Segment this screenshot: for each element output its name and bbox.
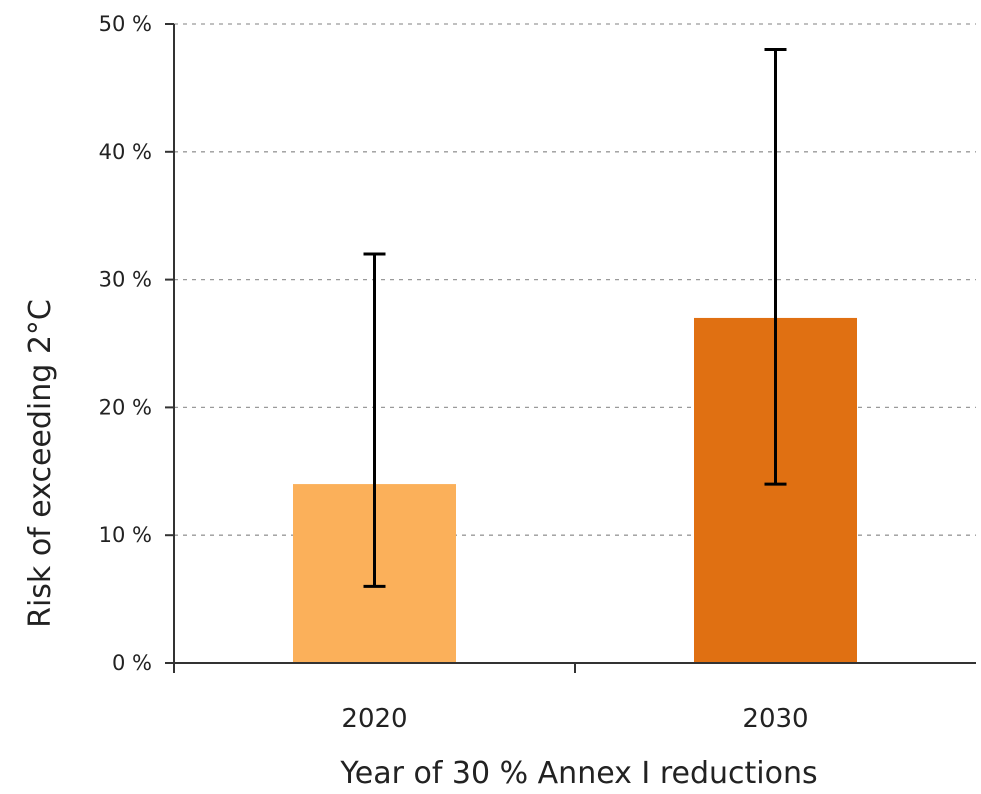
y-tick-label: 40 % [99,140,152,164]
x-tick-label: 2020 [341,704,407,734]
y-axis-title: Risk of exceeding 2°C [23,299,58,628]
y-tick-label: 10 % [99,523,152,547]
y-tick-label: 0 % [112,651,152,675]
y-tick-label: 30 % [99,268,152,292]
x-tick-label: 2030 [742,704,808,734]
y-tick-label: 50 % [99,12,152,36]
bars [293,317,857,663]
y-tick-label: 20 % [99,395,152,419]
tick-labels: 0 % 10 % 20 % 30 % 40 % 50 % 2020 2030 [99,12,809,734]
error-bars [363,48,787,588]
x-axis-title: Year of 30 % Annex I reductions [339,756,817,789]
